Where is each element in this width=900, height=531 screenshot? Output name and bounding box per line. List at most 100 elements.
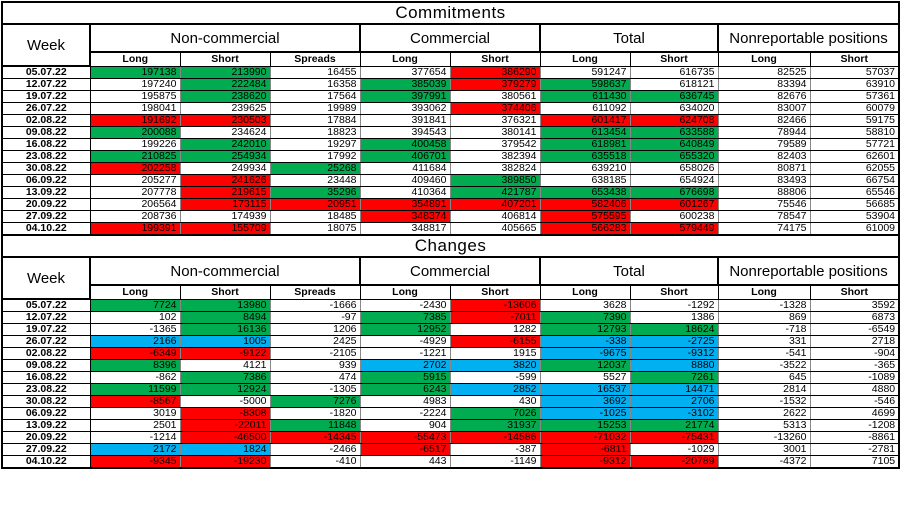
value-cell: 11599 [89, 383, 181, 396]
value-cell: 393062 [359, 102, 451, 115]
value-cell: 376321 [449, 114, 541, 127]
value-cell: 63910 [809, 78, 900, 91]
value-cell: 430 [449, 395, 541, 408]
week-cell: 20.09.22 [1, 431, 91, 444]
value-cell: -1025 [539, 407, 631, 420]
value-cell: 639210 [539, 162, 631, 175]
value-cell: 200088 [89, 126, 181, 139]
week-cell: 05.07.22 [1, 298, 91, 312]
value-cell: 13980 [179, 298, 271, 312]
value-cell: 386290 [449, 65, 541, 79]
sub-header-row: Long Short Spreads Long Short Long Short… [2, 284, 900, 300]
value-cell: 382824 [449, 162, 541, 175]
value-cell: 210825 [89, 150, 181, 163]
value-cell: -9345 [89, 455, 181, 469]
value-cell: -9312 [629, 347, 719, 360]
value-cell: 7385 [359, 311, 451, 324]
value-cell: -1820 [269, 407, 361, 420]
value-cell: -1532 [717, 395, 811, 408]
value-cell: 62055 [809, 162, 900, 175]
value-cell: 11848 [269, 419, 361, 432]
value-cell: -541 [717, 347, 811, 360]
value-cell: 239625 [179, 102, 271, 115]
col-nr-short: Short [809, 284, 900, 300]
value-cell: 400458 [359, 138, 451, 151]
value-cell: -2105 [269, 347, 361, 360]
value-cell: -9122 [179, 347, 271, 360]
value-cell: -3522 [717, 359, 811, 372]
value-cell: 5915 [359, 371, 451, 384]
value-cell: -4372 [717, 455, 811, 469]
value-cell: -1221 [359, 347, 451, 360]
table-row: 26.07.22 2166 1005 2425 -4929 -6155 -338 -2725 3… [1, 335, 900, 348]
value-cell: 676698 [629, 186, 719, 199]
week-cell: 19.07.22 [1, 90, 91, 103]
col-c-short: Short [449, 284, 541, 300]
value-cell: 25268 [269, 162, 361, 175]
value-cell: 5527 [539, 371, 631, 384]
value-cell: -1029 [629, 443, 719, 456]
value-cell: 2718 [809, 335, 900, 348]
value-cell: -546 [809, 395, 900, 408]
value-cell: 12924 [179, 383, 271, 396]
table-row: 26.07.22 198041 239625 19989 393062 374406 611… [1, 102, 900, 115]
table-row: 09.08.22 200088 234624 18823 394543 380141 613… [1, 126, 900, 139]
value-cell: -3102 [629, 407, 719, 420]
value-cell: 380141 [449, 126, 541, 139]
value-cell: 634020 [629, 102, 719, 115]
value-cell: 219615 [179, 186, 271, 199]
value-cell: 397991 [359, 90, 451, 103]
value-cell: 443 [359, 455, 451, 469]
value-cell: 7261 [629, 371, 719, 384]
value-cell: 635518 [539, 150, 631, 163]
week-cell: 09.08.22 [1, 359, 91, 372]
col-nc-long: Long [89, 284, 181, 300]
value-cell: 7105 [809, 455, 900, 469]
value-cell: 199226 [89, 138, 181, 151]
commitments-body: 05.07.22 197138 213990 16455 377654 386290 591… [1, 65, 900, 236]
value-cell: 191692 [89, 114, 181, 127]
col-nc-spreads: Spreads [269, 284, 361, 300]
value-cell: 254934 [179, 150, 271, 163]
table-row: 12.07.22 197240 222484 16358 385039 379279 598… [1, 78, 900, 91]
value-cell: 199391 [89, 222, 181, 236]
group-noncommercial: Non-commercial [89, 256, 361, 286]
value-cell: 19297 [269, 138, 361, 151]
table-row: 04.10.22 199391 155709 18075 348817 405665 566… [1, 222, 900, 236]
value-cell: -365 [809, 359, 900, 372]
value-cell: -2224 [359, 407, 451, 420]
group-header-row: Week Non-commercial Commercial Total Non… [1, 23, 900, 67]
changes-table: Changes Week Non-commercial Commercial T… [0, 234, 900, 469]
value-cell: 4699 [809, 407, 900, 420]
value-cell: 582406 [539, 198, 631, 211]
value-cell: 8494 [179, 311, 271, 324]
title-row: Changes [0, 234, 900, 258]
value-cell: 618121 [629, 78, 719, 91]
value-cell: 58810 [809, 126, 900, 139]
group-commercial: Commercial [359, 256, 541, 286]
value-cell: -1292 [629, 298, 719, 312]
value-cell: 374406 [449, 102, 541, 115]
value-cell: 406814 [449, 210, 541, 223]
value-cell: 75546 [717, 198, 811, 211]
value-cell: 80871 [717, 162, 811, 175]
value-cell: 155709 [179, 222, 271, 236]
value-cell: -6549 [809, 323, 900, 336]
value-cell: -1149 [449, 455, 541, 469]
week-cell: 30.08.22 [1, 162, 91, 175]
week-cell: 27.09.22 [1, 210, 91, 223]
value-cell: 17992 [269, 150, 361, 163]
value-cell: 83493 [717, 174, 811, 187]
value-cell: 78944 [717, 126, 811, 139]
value-cell: -9312 [539, 455, 631, 469]
group-total: Total [539, 23, 719, 53]
week-cell: 02.08.22 [1, 114, 91, 127]
value-cell: 78547 [717, 210, 811, 223]
table-row: 13.09.22 2501 -22011 11848 904 31937 15253 2177… [1, 419, 900, 432]
table-row: 02.08.22 191692 230503 17884 391841 376321 601… [1, 114, 900, 127]
value-cell: 2706 [629, 395, 719, 408]
value-cell: -46500 [179, 431, 271, 444]
value-cell: 208736 [89, 210, 181, 223]
table-row: 05.07.22 197138 213990 16455 377654 386290 591… [1, 65, 900, 79]
value-cell: 18823 [269, 126, 361, 139]
